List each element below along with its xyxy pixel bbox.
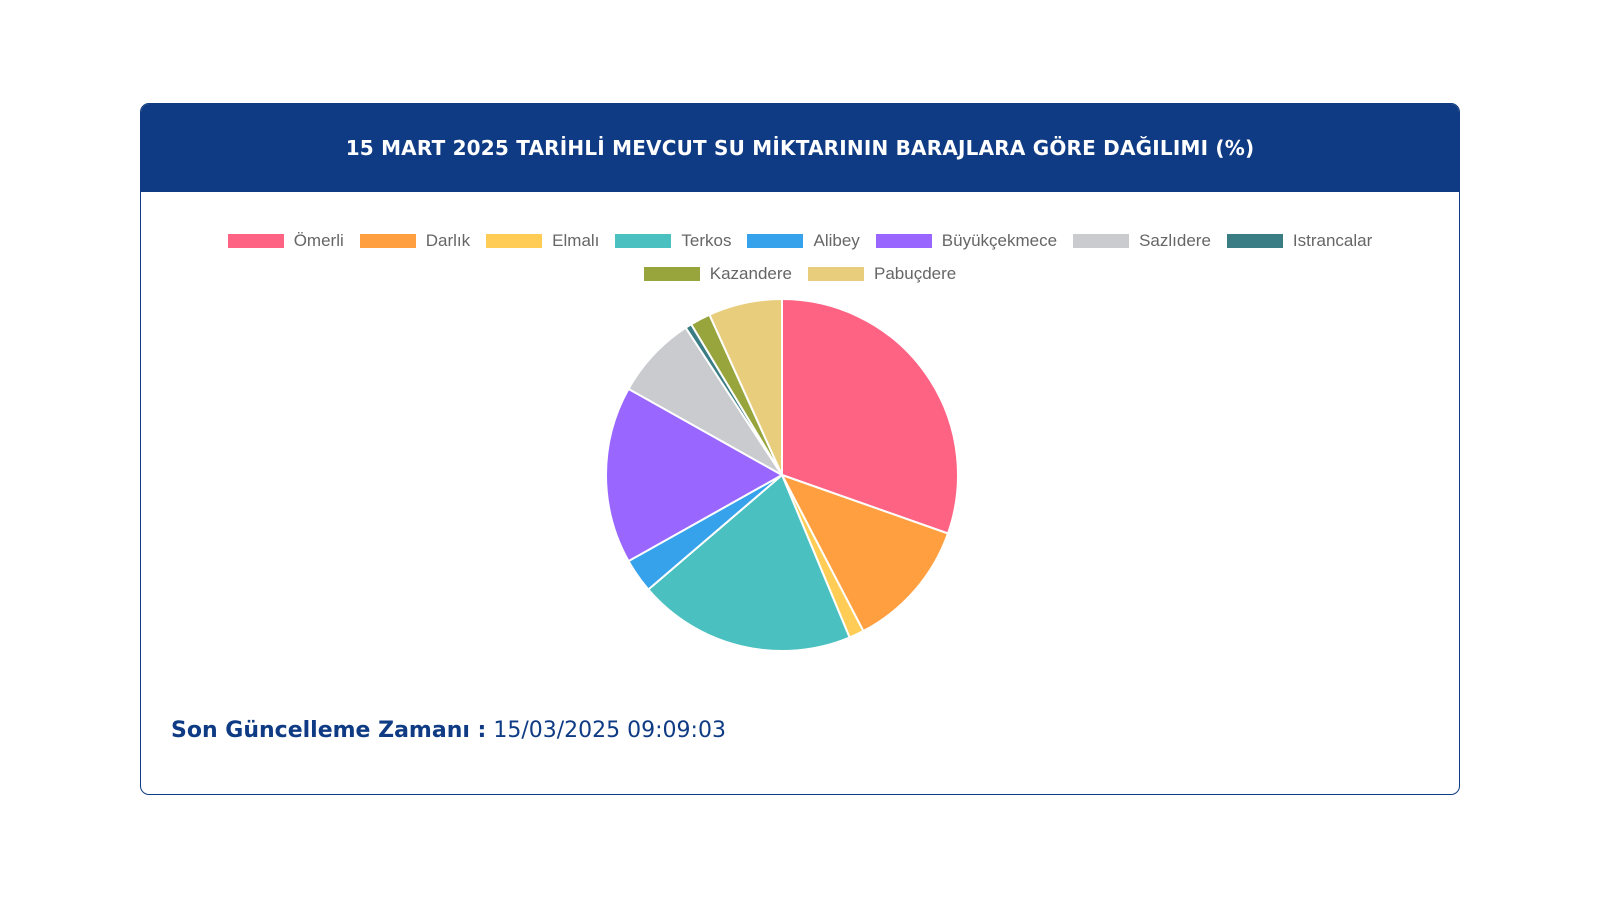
legend-item[interactable]: Pabuçdere: [808, 263, 956, 285]
legend-label: Büyükçekmece: [941, 231, 1058, 250]
legend-label: Kazandere: [709, 264, 792, 283]
pie-slice-darlık[interactable]: [779, 473, 950, 633]
last-update-label: Son Güncelleme Zamanı :: [171, 718, 487, 743]
pie-slice-ömerli[interactable]: [781, 297, 959, 535]
legend-swatch: [486, 234, 543, 248]
legend-swatch: [875, 234, 932, 248]
legend-label: Terkos: [681, 231, 732, 250]
legend-swatch: [227, 234, 284, 248]
legend-swatch: [615, 234, 672, 248]
pie-slice-büyükçekmece[interactable]: [605, 387, 785, 563]
chart-card: 15 MART 2025 TARİHLİ MEVCUT SU MİKTARINI…: [140, 103, 1460, 795]
legend-swatch: [1226, 234, 1283, 248]
last-update: Son Güncelleme Zamanı : 15/03/2025 09:09…: [171, 718, 726, 743]
legend-label: Darlık: [425, 231, 471, 250]
legend-item[interactable]: Terkos: [615, 230, 731, 252]
legend-item[interactable]: Kazandere: [643, 263, 792, 285]
pie-chart: [605, 297, 959, 652]
legend-item[interactable]: Büyükçekmece: [875, 230, 1058, 252]
legend-label: Istrancalar: [1292, 231, 1373, 250]
legend-item[interactable]: Alibey: [747, 230, 860, 252]
legend-swatch: [359, 234, 416, 248]
legend-item[interactable]: Sazlıdere: [1073, 230, 1211, 252]
legend-swatch: [808, 267, 864, 281]
legend-swatch: [747, 234, 804, 248]
legend-item[interactable]: Elmalı: [486, 230, 599, 252]
legend-label: Ömerli: [293, 231, 344, 250]
legend-label: Pabuçdere: [874, 264, 957, 283]
legend-item[interactable]: Ömerli: [227, 230, 344, 252]
chart-title: 15 MART 2025 TARİHLİ MEVCUT SU MİKTARINI…: [345, 136, 1255, 160]
chart-legend: Ömerli Darlık Elmalı Terkos Alibey Büyükçekme…: [141, 230, 1459, 285]
pie-slice-terkos[interactable]: [646, 473, 851, 652]
pie-slice-pabuçdere[interactable]: [708, 297, 783, 476]
legend-label: Elmalı: [552, 231, 600, 250]
legend-label: Alibey: [813, 231, 860, 250]
legend-item[interactable]: Darlık: [359, 230, 471, 252]
legend-swatch: [643, 267, 700, 281]
last-update-value: 15/03/2025 09:09:03: [493, 718, 726, 743]
legend-item[interactable]: Istrancalar: [1226, 230, 1373, 252]
legend-swatch: [1073, 234, 1130, 248]
legend-label: Sazlıdere: [1139, 231, 1211, 250]
chart-header: 15 MART 2025 TARİHLİ MEVCUT SU MİKTARINI…: [141, 104, 1459, 192]
